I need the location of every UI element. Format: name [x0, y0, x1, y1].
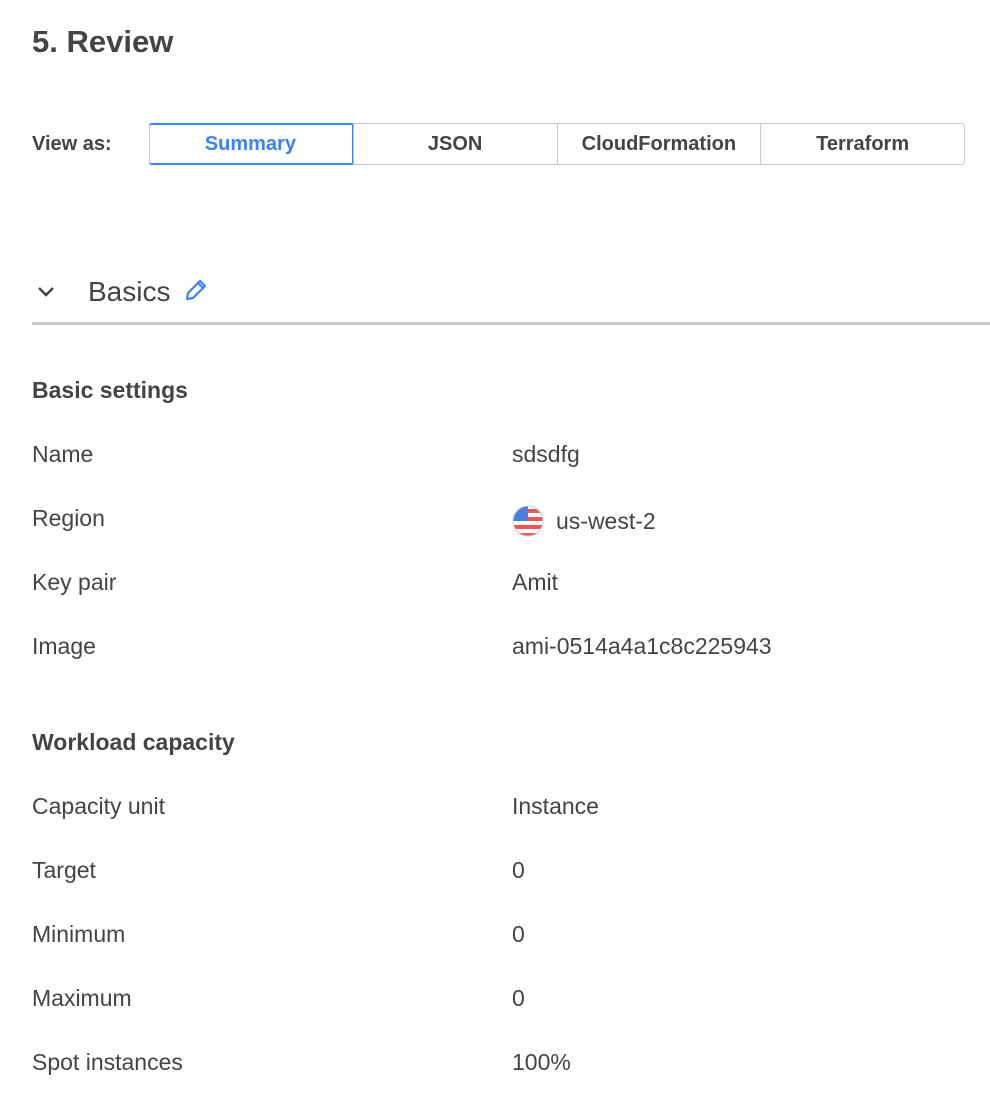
section-title: Basics — [88, 276, 171, 307]
row-key-pair: Key pair Amit — [32, 569, 932, 596]
value: 0 — [512, 857, 525, 883]
label: Capacity unit — [32, 793, 165, 819]
row-target: Target 0 — [32, 857, 932, 884]
row-region: Region us-west-2 — [32, 505, 932, 537]
label: Maximum — [32, 985, 132, 1011]
view-as-toggle: Summary JSON CloudFormation Terraform — [149, 123, 965, 165]
label: Minimum — [32, 921, 126, 947]
workload-capacity-heading: Workload capacity — [32, 729, 235, 755]
value: Amit — [512, 569, 558, 595]
view-summary-button[interactable]: Summary — [149, 123, 354, 165]
value: Instance — [512, 793, 599, 819]
value: 100% — [512, 1049, 571, 1075]
row-image: Image ami-0514a4a1c8c225943 — [32, 633, 932, 660]
row-minimum: Minimum 0 — [32, 921, 932, 948]
us-flag-icon — [512, 505, 544, 537]
label: Target — [32, 857, 96, 883]
row-spot-instances: Spot instances 100% — [32, 1049, 932, 1076]
value: sdsdfg — [512, 441, 580, 467]
value: 0 — [512, 985, 525, 1011]
page-title: 5. Review — [32, 24, 174, 59]
row-capacity-unit: Capacity unit Instance — [32, 793, 932, 820]
region-value: us-west-2 — [556, 507, 656, 534]
view-json-button[interactable]: JSON — [352, 124, 557, 164]
label: Spot instances — [32, 1049, 183, 1075]
view-as-label: View as: — [32, 133, 112, 155]
row-maximum: Maximum 0 — [32, 985, 932, 1012]
view-cloudformation-button[interactable]: CloudFormation — [556, 124, 761, 164]
label: Image — [32, 633, 96, 659]
value: ami-0514a4a1c8c225943 — [512, 633, 772, 659]
row-name: Name sdsdfg — [32, 441, 932, 468]
label: Region — [32, 505, 105, 531]
label: Key pair — [32, 569, 117, 595]
chevron-down-icon[interactable] — [36, 282, 58, 303]
view-terraform-button[interactable]: Terraform — [760, 124, 964, 164]
pencil-edit-icon[interactable] — [182, 276, 210, 309]
label: Name — [32, 441, 94, 467]
basics-section-header[interactable]: Basics — [32, 262, 990, 325]
value: 0 — [512, 921, 525, 947]
value: us-west-2 — [512, 505, 656, 537]
basic-settings-heading: Basic settings — [32, 377, 188, 403]
